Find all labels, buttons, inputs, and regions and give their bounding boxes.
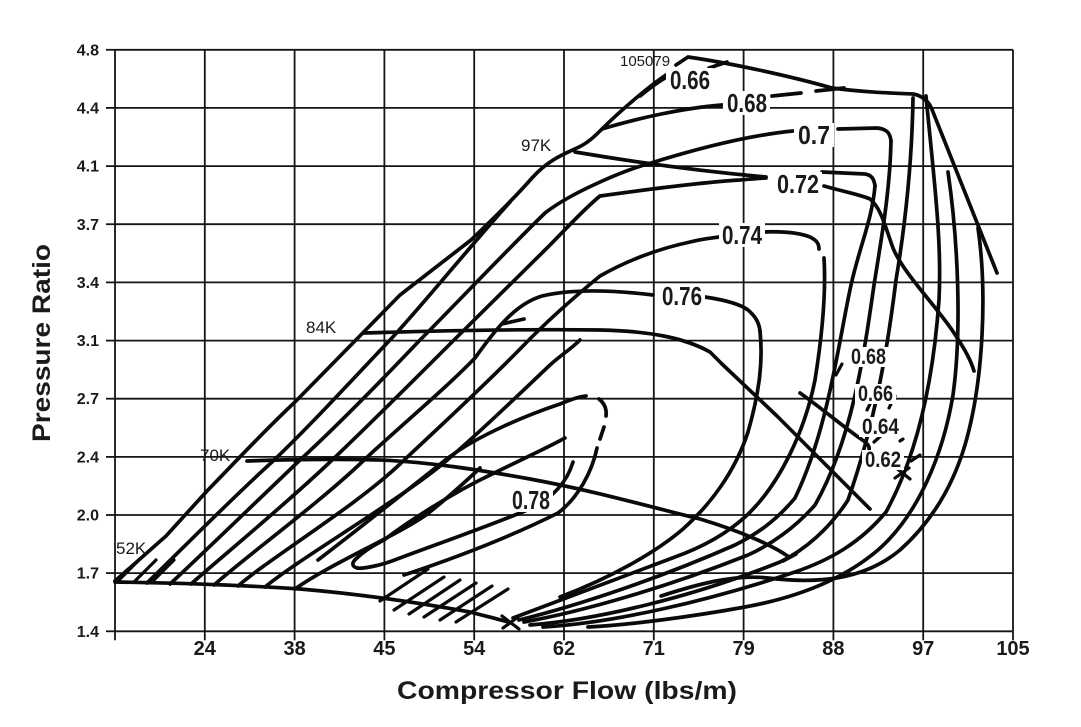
svg-text:79: 79: [732, 638, 754, 660]
svg-text:105079: 105079: [620, 53, 670, 70]
svg-text:1.4: 1.4: [77, 624, 99, 641]
svg-text:0.64: 0.64: [862, 414, 900, 439]
svg-text:24: 24: [194, 638, 217, 660]
svg-text:0.7: 0.7: [798, 120, 830, 150]
svg-text:70K: 70K: [200, 446, 231, 465]
svg-text:2.4: 2.4: [77, 449, 99, 466]
svg-text:62: 62: [553, 638, 575, 660]
svg-text:0.66: 0.66: [670, 65, 710, 95]
svg-text:4.8: 4.8: [77, 42, 99, 59]
svg-text:1.7: 1.7: [77, 566, 99, 583]
svg-text:71: 71: [643, 638, 665, 660]
svg-text:Compressor Flow (lbs/m): Compressor Flow (lbs/m): [397, 677, 737, 705]
svg-text:0.76: 0.76: [662, 281, 702, 311]
svg-text:0.74: 0.74: [722, 220, 762, 250]
svg-text:Pressure Ratio: Pressure Ratio: [28, 244, 56, 442]
svg-text:38: 38: [283, 638, 305, 660]
svg-text:0.68: 0.68: [851, 344, 886, 369]
svg-text:3.7: 3.7: [77, 217, 99, 234]
svg-text:0.68: 0.68: [727, 88, 767, 118]
svg-text:97: 97: [912, 638, 934, 660]
svg-text:3.1: 3.1: [77, 333, 99, 350]
svg-text:4.4: 4.4: [77, 100, 99, 117]
svg-text:45: 45: [373, 638, 395, 660]
svg-text:97K: 97K: [521, 136, 552, 155]
svg-text:88: 88: [822, 638, 844, 660]
svg-text:4.1: 4.1: [77, 159, 99, 176]
svg-text:2.7: 2.7: [77, 391, 99, 408]
svg-text:0.78: 0.78: [512, 485, 550, 515]
svg-text:84K: 84K: [306, 318, 337, 337]
svg-text:0.72: 0.72: [777, 169, 819, 199]
svg-text:54: 54: [463, 638, 486, 660]
svg-text:52K: 52K: [116, 539, 147, 558]
svg-text:2.0: 2.0: [77, 508, 99, 525]
svg-text:0.66: 0.66: [858, 381, 893, 406]
svg-text:105: 105: [996, 638, 1029, 660]
svg-text:0.62: 0.62: [865, 447, 901, 472]
svg-text:3.4: 3.4: [77, 275, 99, 292]
